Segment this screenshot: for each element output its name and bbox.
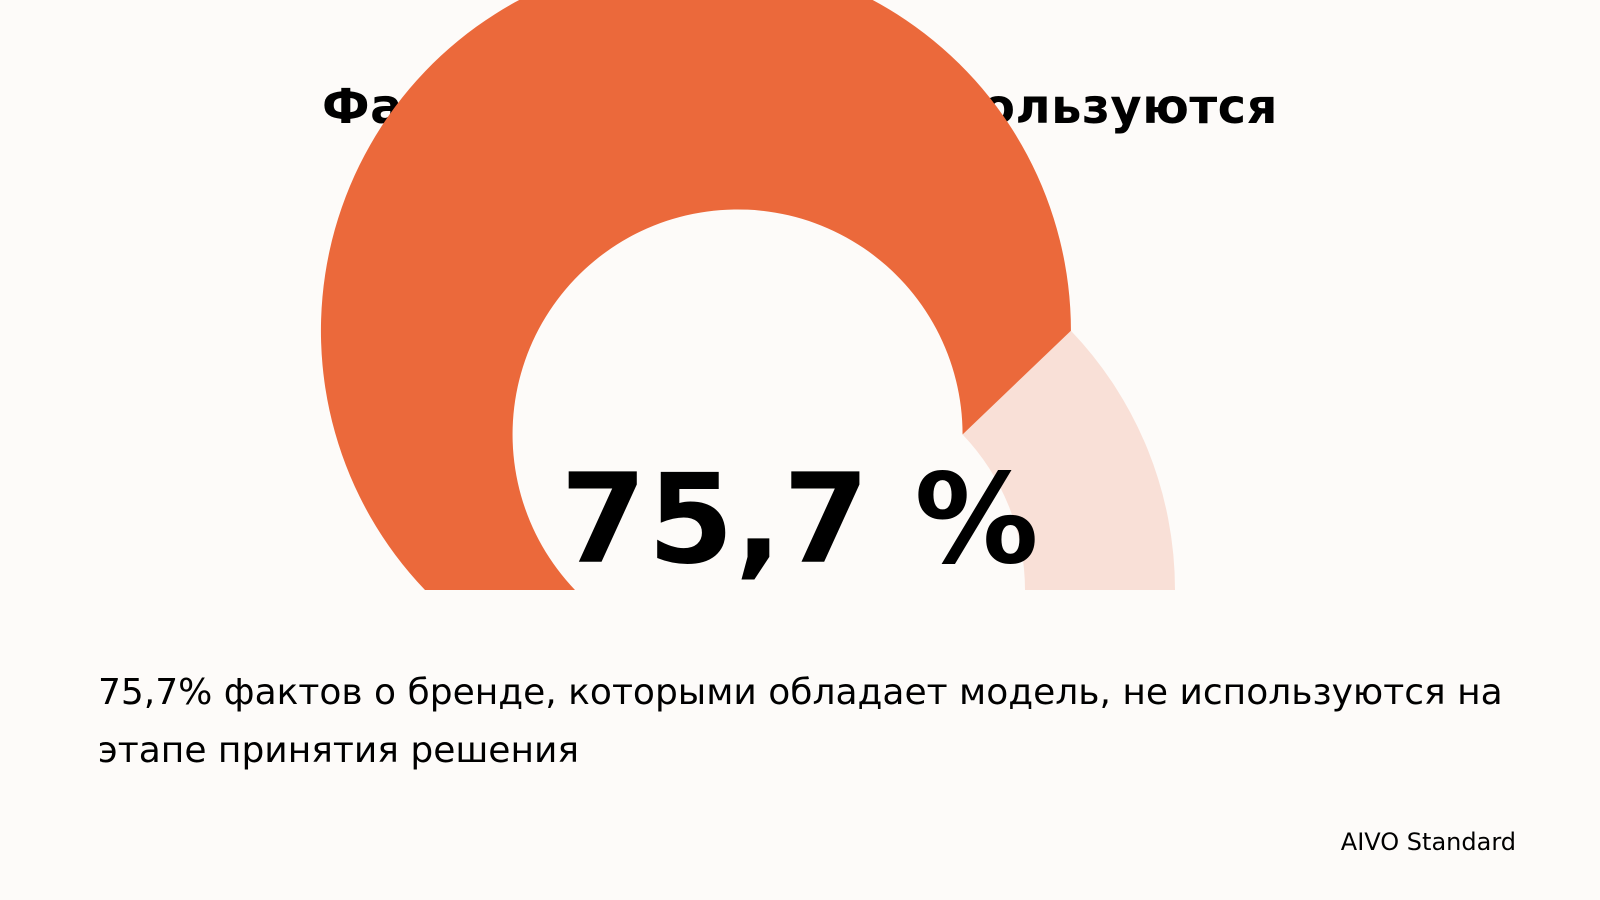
description-text: 75,7% фактов о бренде, которыми обладает… <box>98 672 1503 771</box>
gauge-filled-arc <box>320 0 1071 590</box>
source-label: AIVO Standard <box>1340 828 1516 856</box>
gauge-value-label: 75,7 % <box>560 448 1040 592</box>
gauge-remaining-arc <box>962 330 1175 590</box>
